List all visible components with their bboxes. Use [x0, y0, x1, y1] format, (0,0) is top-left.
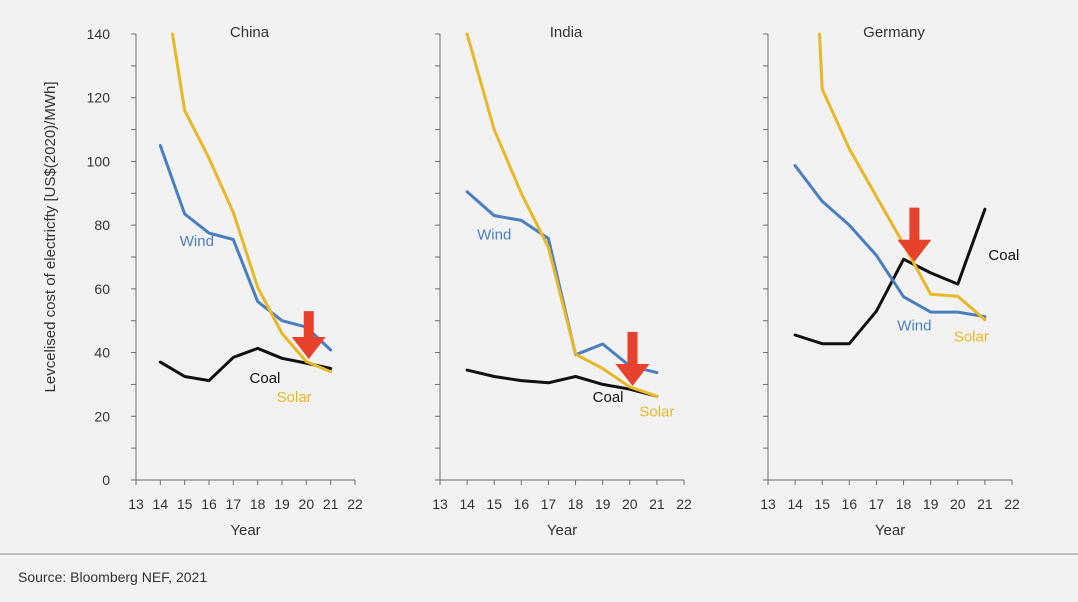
x-tick-label: 19	[923, 496, 939, 512]
x-tick-label: 21	[649, 496, 665, 512]
y-axis-label: Levcelised cost of electricfty [US$(2020…	[42, 82, 59, 393]
x-tick-label: 19	[274, 496, 290, 512]
down-arrow-icon	[897, 207, 932, 262]
x-tick-label: 22	[347, 496, 363, 512]
x-tick-label: 15	[177, 496, 193, 512]
x-axis-label: Year	[230, 522, 260, 539]
series-label-wind: Wind	[180, 233, 214, 250]
y-tick-label: 120	[87, 90, 111, 106]
chart-panels: 0 20 40 60 80 100 120 140 13 14 15 16 17 18 19 20 21 22 Ye…	[87, 24, 1020, 539]
y-tick-label: 20	[94, 408, 110, 424]
series-wind-line	[158, 144, 333, 352]
x-tick-label: 16	[842, 496, 858, 512]
x-tick-label: 13	[432, 496, 448, 512]
x-axis-label: Year	[875, 522, 905, 539]
panel-germany: 13 14 15 16 17 18 19 20 21 22 Year Germany Coal Wind S…	[760, 24, 1020, 539]
x-tick-label: 16	[514, 496, 530, 512]
x-tick-label: 17	[869, 496, 885, 512]
x-tick-label: 13	[760, 496, 776, 512]
x-axis-label: Year	[547, 522, 577, 539]
y-tick-label: 100	[87, 153, 111, 169]
x-tick-label: 14	[787, 496, 803, 512]
panel-title: Germany	[863, 24, 925, 41]
panel-title: India	[550, 24, 583, 41]
down-arrow-icon	[291, 311, 326, 359]
x-tick-label: 16	[201, 496, 217, 512]
series-solar-line	[465, 32, 659, 398]
x-tick-label: 17	[541, 496, 557, 512]
panel-india: 13 14 15 16 17 18 19 20 21 22 Year India Wind Coal Sol…	[432, 24, 692, 539]
series-coal-line	[158, 346, 333, 383]
x-tick-label: 20	[622, 496, 638, 512]
series-label-wind: Wind	[897, 317, 931, 334]
y-tick-label: 140	[87, 26, 111, 42]
x-tick-label: 22	[1004, 496, 1020, 512]
x-tick-label: 18	[896, 496, 912, 512]
x-tick-label: 15	[486, 496, 502, 512]
figure: Levcelised cost of electricfty [US$(2020…	[42, 24, 1020, 539]
x-tick-label: 15	[814, 496, 830, 512]
series-coal-line	[465, 368, 659, 398]
series-solar-line	[171, 32, 333, 374]
x-tick-label: 14	[459, 496, 475, 512]
panel-china: 0 20 40 60 80 100 120 140 13 14 15 16 17 18 19 20 21 22 Ye…	[87, 24, 363, 539]
x-tick-label: 21	[323, 496, 339, 512]
y-tick-label: 0	[102, 472, 110, 488]
series-label-coal: Coal	[593, 389, 624, 406]
y-tick-label: 60	[94, 281, 110, 297]
series-label-coal: Coal	[988, 247, 1019, 264]
series-solar-line	[818, 32, 987, 322]
series-wind-line	[793, 164, 987, 319]
x-tick-label: 18	[568, 496, 584, 512]
series-label-wind: Wind	[477, 226, 511, 243]
x-tick-label: 14	[153, 496, 169, 512]
x-tick-label: 13	[128, 496, 144, 512]
x-tick-label: 17	[226, 496, 242, 512]
series-label-solar: Solar	[277, 389, 312, 406]
series-label-solar: Solar	[639, 403, 674, 420]
down-arrow-icon	[615, 331, 650, 387]
x-tick-label: 18	[250, 496, 266, 512]
divider	[0, 553, 1078, 555]
y-tick-label: 80	[94, 217, 110, 233]
x-tick-label: 21	[977, 496, 993, 512]
panel-title: China	[230, 24, 270, 41]
x-tick-label: 20	[299, 496, 315, 512]
series-label-coal: Coal	[250, 370, 281, 387]
x-tick-label: 22	[676, 496, 692, 512]
y-tick-label: 40	[94, 345, 110, 361]
source-note: Source: Bloomberg NEF, 2021	[18, 569, 208, 585]
series-label-solar: Solar	[954, 328, 989, 345]
series-coal-line	[793, 207, 987, 346]
x-tick-label: 20	[950, 496, 966, 512]
x-tick-label: 19	[595, 496, 611, 512]
